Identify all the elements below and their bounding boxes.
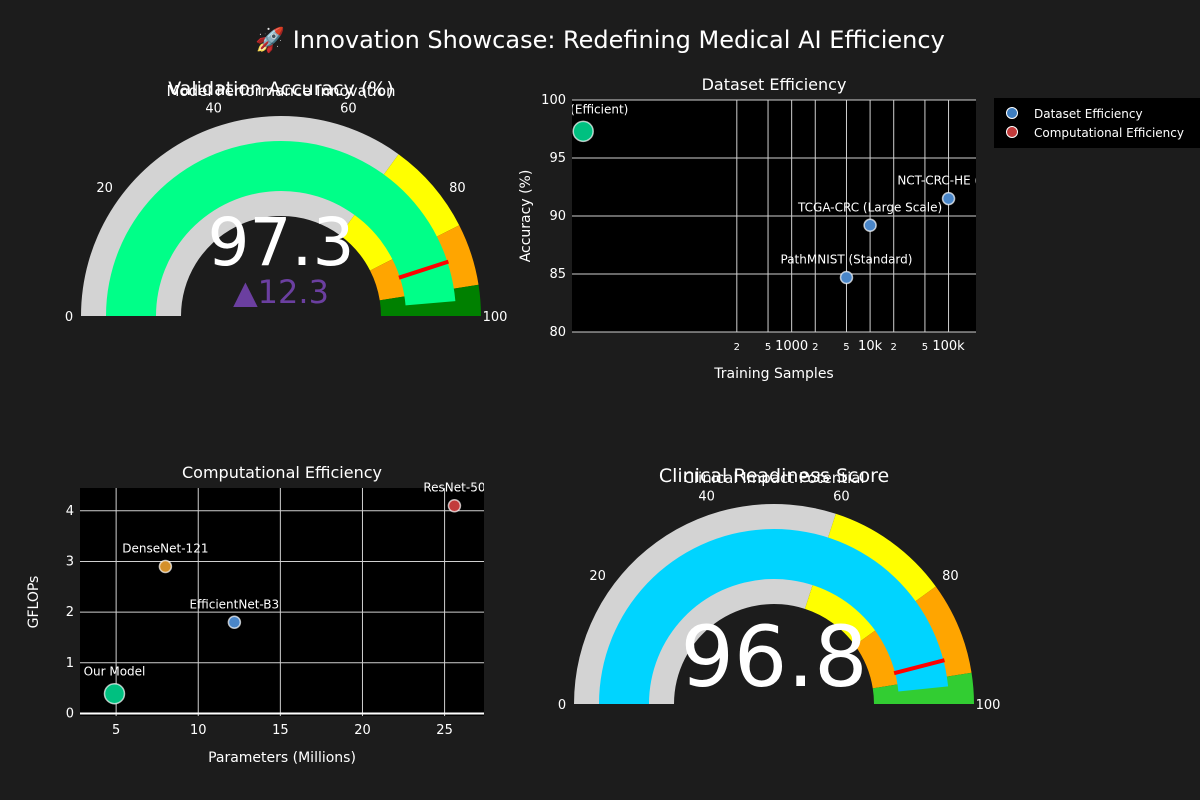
x-tick-label: 25: [436, 723, 453, 738]
y-axis-label: Accuracy (%): [518, 170, 534, 263]
legend-marker-icon: [1006, 107, 1018, 119]
gauge-value: 97.3: [208, 204, 355, 281]
x-tick-label: 2: [812, 342, 818, 353]
data-point: [863, 218, 877, 233]
plot-area: [80, 488, 484, 716]
chart-title: Computational Efficiency: [182, 463, 382, 482]
y-tick-label: 0: [66, 706, 74, 721]
chart-title: Dataset Efficiency: [702, 75, 847, 94]
x-tick-label: 10k: [858, 339, 883, 354]
y-tick-label: 3: [66, 554, 74, 569]
data-label: PathMNIST (Standard): [781, 252, 913, 266]
legend-label: Computational Efficiency: [1034, 126, 1184, 140]
points-group: EBHI (Efficient) PathMNIST (Standard) TCGA…: [538, 102, 999, 285]
x-tick-label: 20: [354, 723, 371, 738]
scatter-1: 2 5 1000 2 5 10k 2 5 100k 80 85 90 95 100 Dataset Effi…: [518, 75, 999, 382]
gauge-tick-label: 100: [483, 310, 508, 325]
gauge-tick-label: 0: [65, 310, 73, 325]
data-point: [839, 270, 854, 285]
x-tick-label: 15: [272, 723, 289, 738]
data-point: [447, 498, 462, 513]
gauge-tick-label: 40: [205, 102, 222, 117]
data-label: EBHI (Efficient): [538, 102, 628, 116]
y-tick-label: 85: [549, 267, 566, 282]
data-label: Our Model: [84, 665, 146, 679]
page-title: 🚀 Innovation Showcase: Redefining Medica…: [255, 26, 945, 54]
scatter-2: 5 10 15 20 25 0 1 2 3 4 Computational Efficiency Pa…: [26, 463, 485, 766]
gauge-value-bar: [106, 141, 456, 316]
y-tick-label: 95: [549, 151, 566, 166]
data-label: ResNet-50: [423, 481, 485, 495]
y-tick-label: 1: [66, 656, 74, 671]
x-tick-label: 5: [765, 342, 771, 353]
gauge-value: 96.8: [680, 608, 867, 706]
gauge-value-bar: [599, 529, 949, 704]
gauge-title: Validation Accuracy (%): [168, 78, 394, 100]
gauge-title: Clinical Readiness Score: [659, 465, 889, 487]
x-tick-label: 2: [734, 342, 740, 353]
data-label: DenseNet-121: [122, 542, 208, 556]
x-tick-label: 2: [891, 342, 897, 353]
gauge-tick-label: 40: [698, 490, 715, 505]
x-tick-label: 5: [843, 342, 849, 353]
x-tick-label: 100k: [932, 339, 965, 354]
x-tick-label: 5: [922, 342, 928, 353]
legend-marker-icon: [1006, 126, 1018, 138]
legend-label: Dataset Efficiency: [1034, 107, 1143, 121]
gauge-threshold: [398, 259, 450, 280]
gauge-3: 0 20 40 60 80 100 Clinical Readiness ScoreClin…: [558, 465, 1001, 713]
y-tick-label: 80: [549, 325, 566, 340]
x-tick-label: 10: [190, 723, 207, 738]
gauge-threshold: [893, 658, 945, 676]
y-tick-label: 100: [541, 93, 566, 108]
points-group: Our Model DenseNet-121 EfficientNet-B3 ResN…: [84, 481, 485, 705]
gauge-tick-label: 20: [589, 569, 606, 584]
gauge-tick-label: 80: [449, 181, 466, 196]
data-point: [103, 682, 126, 705]
gauge-tick-label: 100: [976, 698, 1001, 713]
x-tick-label: 1000: [775, 339, 808, 354]
data-label: TCGA-CRC (Large Scale): [797, 200, 942, 214]
data-point: [941, 191, 956, 206]
x-tick-label: 5: [112, 723, 120, 738]
gauge-tick-label: 0: [558, 698, 566, 713]
gauge-tick-label: 60: [833, 490, 850, 505]
y-tick-label: 2: [66, 605, 74, 620]
y-tick-label: 90: [549, 209, 566, 224]
gauge-0: 0 20 40 60 80 100 Validation Accuracy (%)Model…: [65, 78, 508, 325]
gauge-delta: ▲12.3: [233, 273, 329, 311]
y-tick-label: 4: [66, 504, 74, 519]
data-point: [158, 559, 173, 574]
data-point: [227, 615, 242, 630]
data-point: [572, 120, 594, 143]
gauge-subtitle: Clinical Impact Potential: [683, 469, 864, 487]
gauge-tick-label: 20: [96, 181, 113, 196]
gauge-tick-label: 60: [340, 102, 357, 117]
data-label: EfficientNet-B3: [190, 597, 280, 611]
y-axis-label: GFLOPs: [26, 576, 42, 629]
gauge-subtitle: Model Performance Innovation: [166, 82, 395, 100]
legend[interactable]: Dataset Efficiency Computational Efficie…: [994, 98, 1200, 148]
data-label: NCT-CRC-HE (Ber: [897, 174, 999, 188]
x-axis-label: Training Samples: [713, 366, 833, 382]
x-axis-label: Parameters (Millions): [208, 750, 356, 766]
gauge-tick-label: 80: [942, 569, 959, 584]
